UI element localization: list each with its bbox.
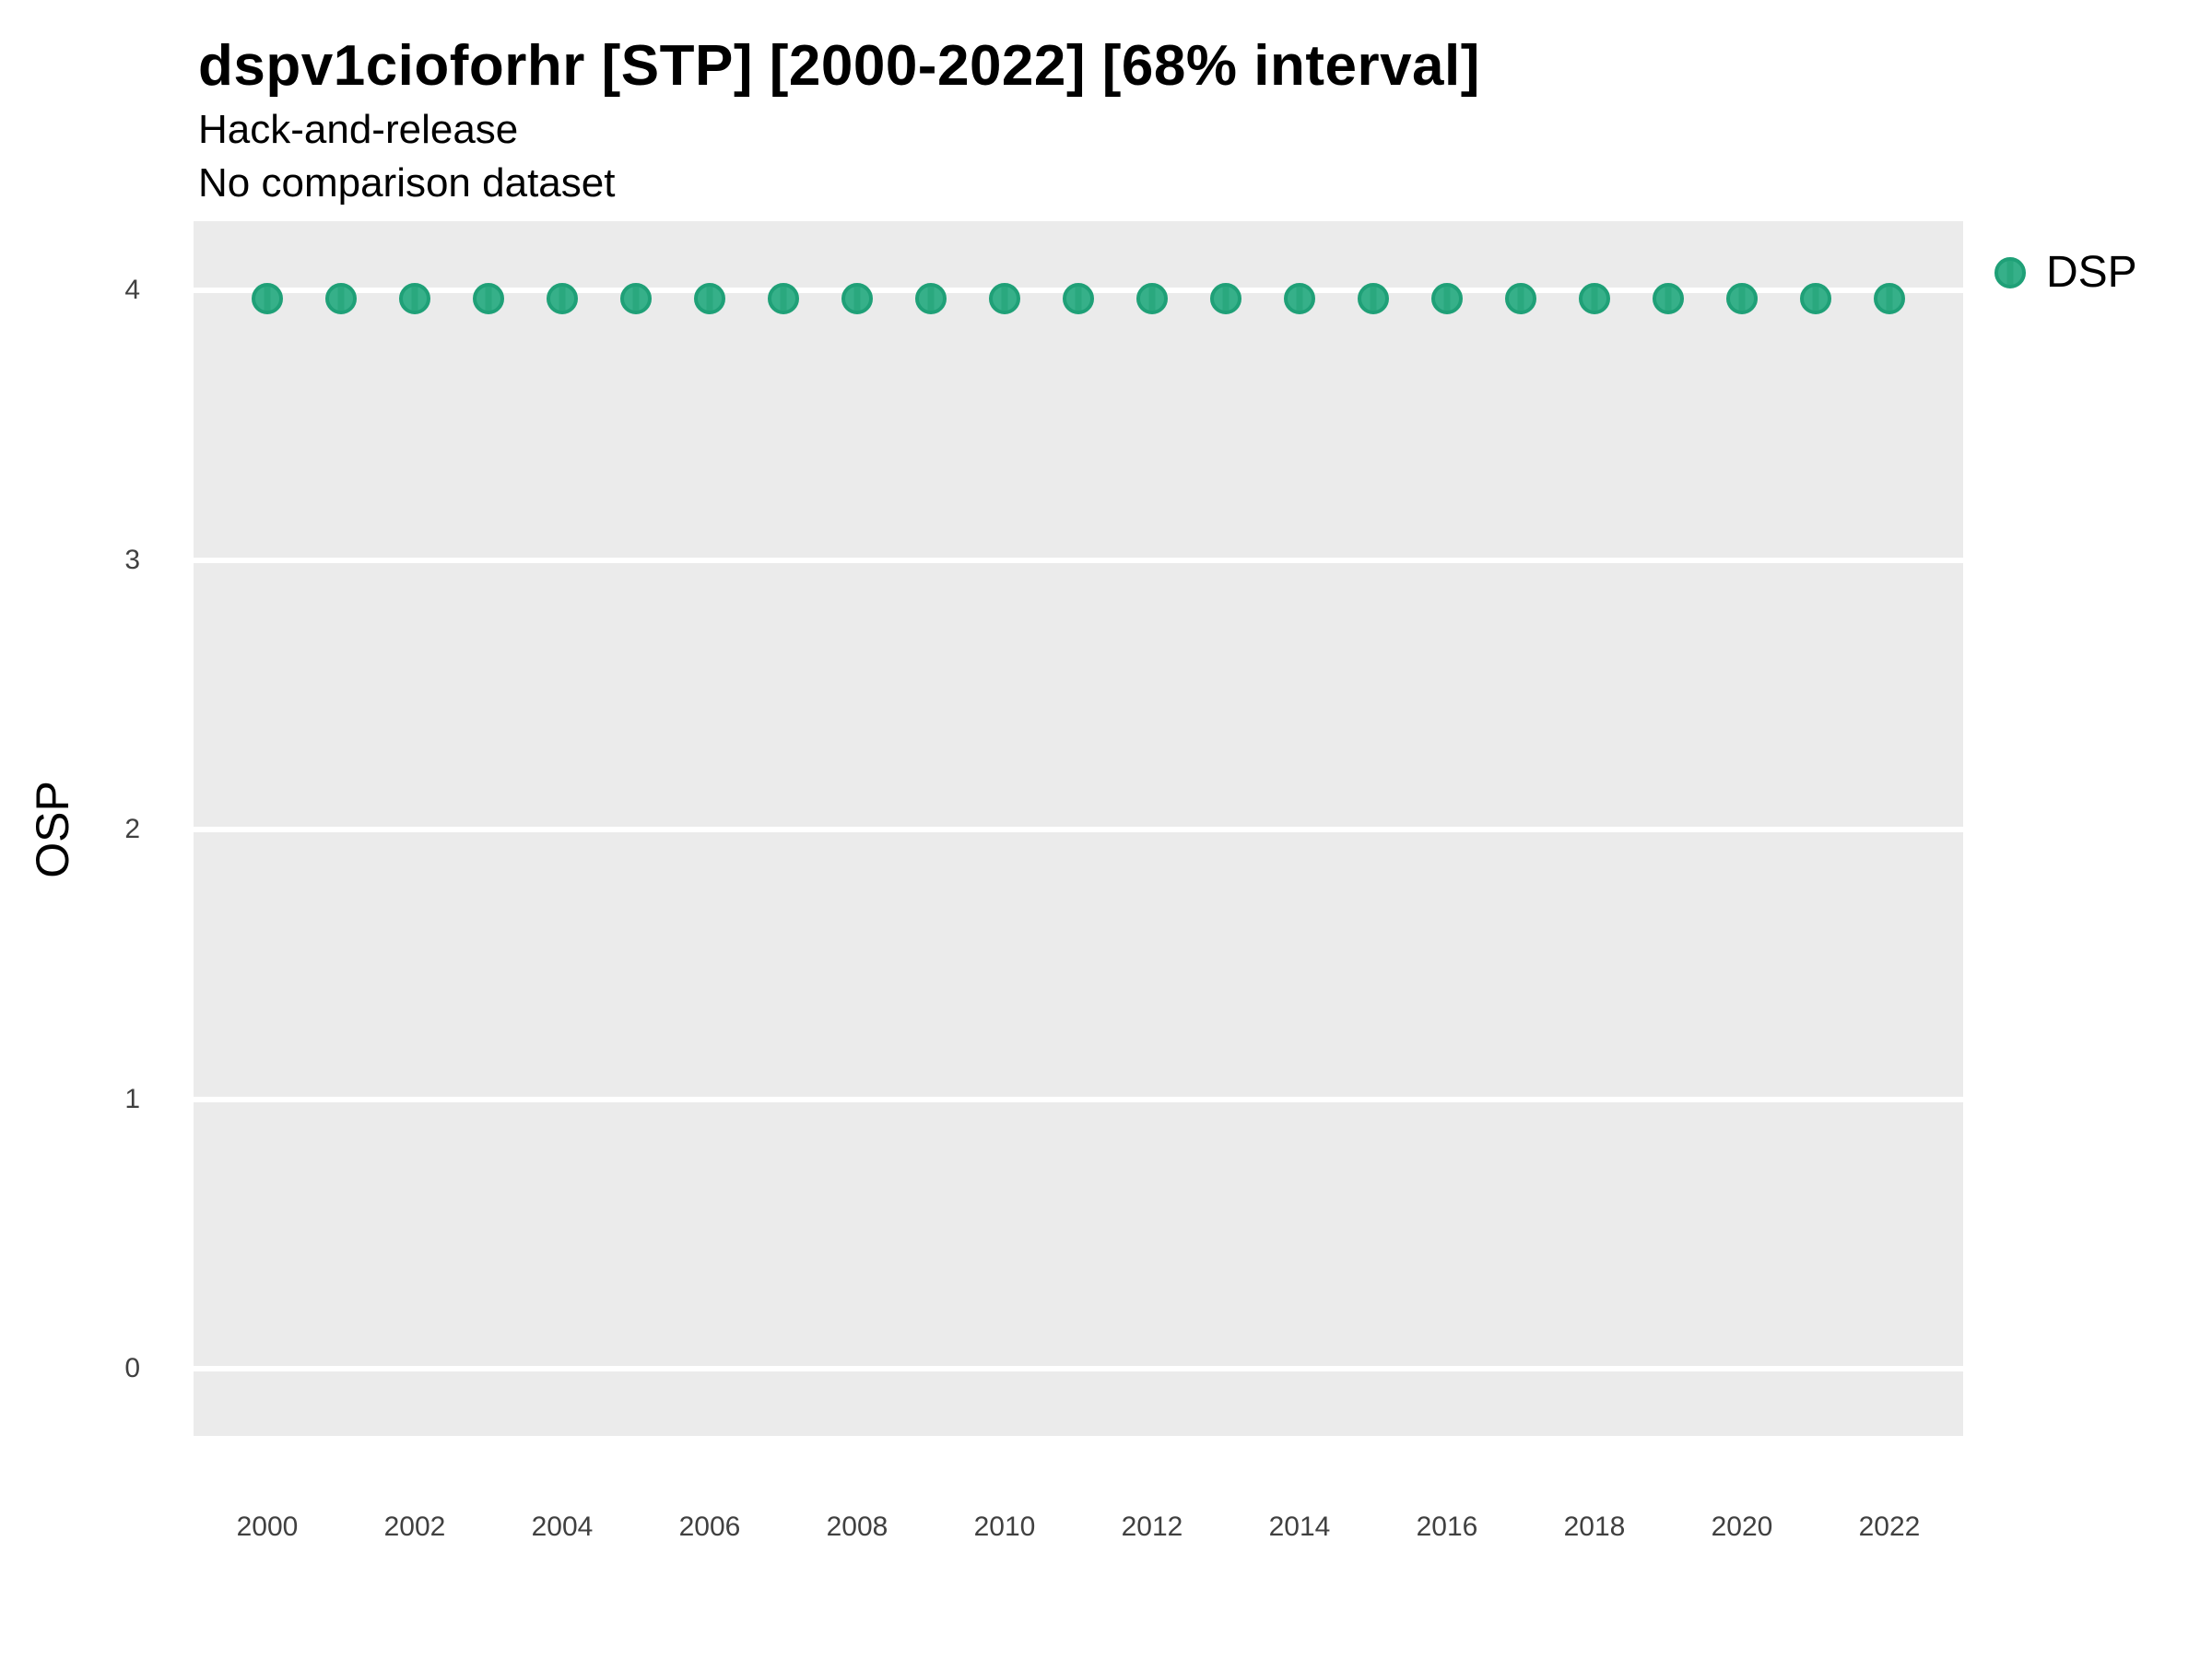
data-point-2001 xyxy=(325,282,357,314)
data-point-2003 xyxy=(473,282,504,314)
x-tick-label-2020: 2020 xyxy=(1711,1512,1773,1542)
gridline-y-1 xyxy=(194,1096,1963,1102)
x-tick-label-2016: 2016 xyxy=(1416,1512,1478,1542)
data-point-2006 xyxy=(694,282,725,314)
data-point-2002 xyxy=(399,282,430,314)
data-point-2021 xyxy=(1800,282,1831,314)
y-tick-label-2: 2 xyxy=(124,814,140,844)
data-point-2004 xyxy=(547,282,578,314)
x-tick-label-2010: 2010 xyxy=(973,1512,1036,1542)
data-point-2009 xyxy=(915,282,947,314)
x-tick-label-2000: 2000 xyxy=(236,1512,299,1542)
data-point-2016 xyxy=(1431,282,1463,314)
data-point-2010 xyxy=(989,282,1020,314)
y-tick-label-4: 4 xyxy=(124,275,140,305)
y-tick-label-1: 1 xyxy=(124,1083,140,1114)
legend: DSP xyxy=(1994,251,2137,295)
gridline-y-0 xyxy=(194,1366,1963,1371)
chart-subtitle-line2: No comparison dataset xyxy=(198,160,616,206)
x-tick-label-2006: 2006 xyxy=(678,1512,741,1542)
data-point-2019 xyxy=(1653,282,1684,314)
y-tick-label-0: 0 xyxy=(124,1353,140,1383)
chart-subtitle-line1: Hack-and-release xyxy=(198,107,519,152)
x-tick-label-2022: 2022 xyxy=(1858,1512,1921,1542)
x-tick-label-2014: 2014 xyxy=(1268,1512,1331,1542)
data-point-2018 xyxy=(1579,282,1610,314)
plot-panel xyxy=(194,221,1963,1436)
data-point-2005 xyxy=(620,282,652,314)
chart-title: dspv1cioforhr [STP] [2000-2022] [68% int… xyxy=(198,34,1480,98)
x-tick-label-2002: 2002 xyxy=(383,1512,446,1542)
data-point-2020 xyxy=(1726,282,1758,314)
data-point-2013 xyxy=(1210,282,1241,314)
data-point-2011 xyxy=(1063,282,1094,314)
data-point-2022 xyxy=(1874,282,1905,314)
x-tick-label-2008: 2008 xyxy=(826,1512,888,1542)
data-point-2008 xyxy=(841,282,873,314)
x-tick-label-2018: 2018 xyxy=(1563,1512,1626,1542)
gridline-y-2 xyxy=(194,827,1963,832)
data-point-2007 xyxy=(768,282,799,314)
x-tick-label-2012: 2012 xyxy=(1121,1512,1183,1542)
data-point-2014 xyxy=(1284,282,1315,314)
data-point-2012 xyxy=(1136,282,1168,314)
data-point-2015 xyxy=(1358,282,1389,314)
gridline-y-3 xyxy=(194,557,1963,563)
y-tick-label-3: 3 xyxy=(124,544,140,575)
data-point-2017 xyxy=(1505,282,1536,314)
legend-point-icon xyxy=(1994,257,2026,288)
data-point-2000 xyxy=(252,282,283,314)
legend-label: DSP xyxy=(2046,248,2137,297)
x-tick-label-2004: 2004 xyxy=(531,1512,594,1542)
